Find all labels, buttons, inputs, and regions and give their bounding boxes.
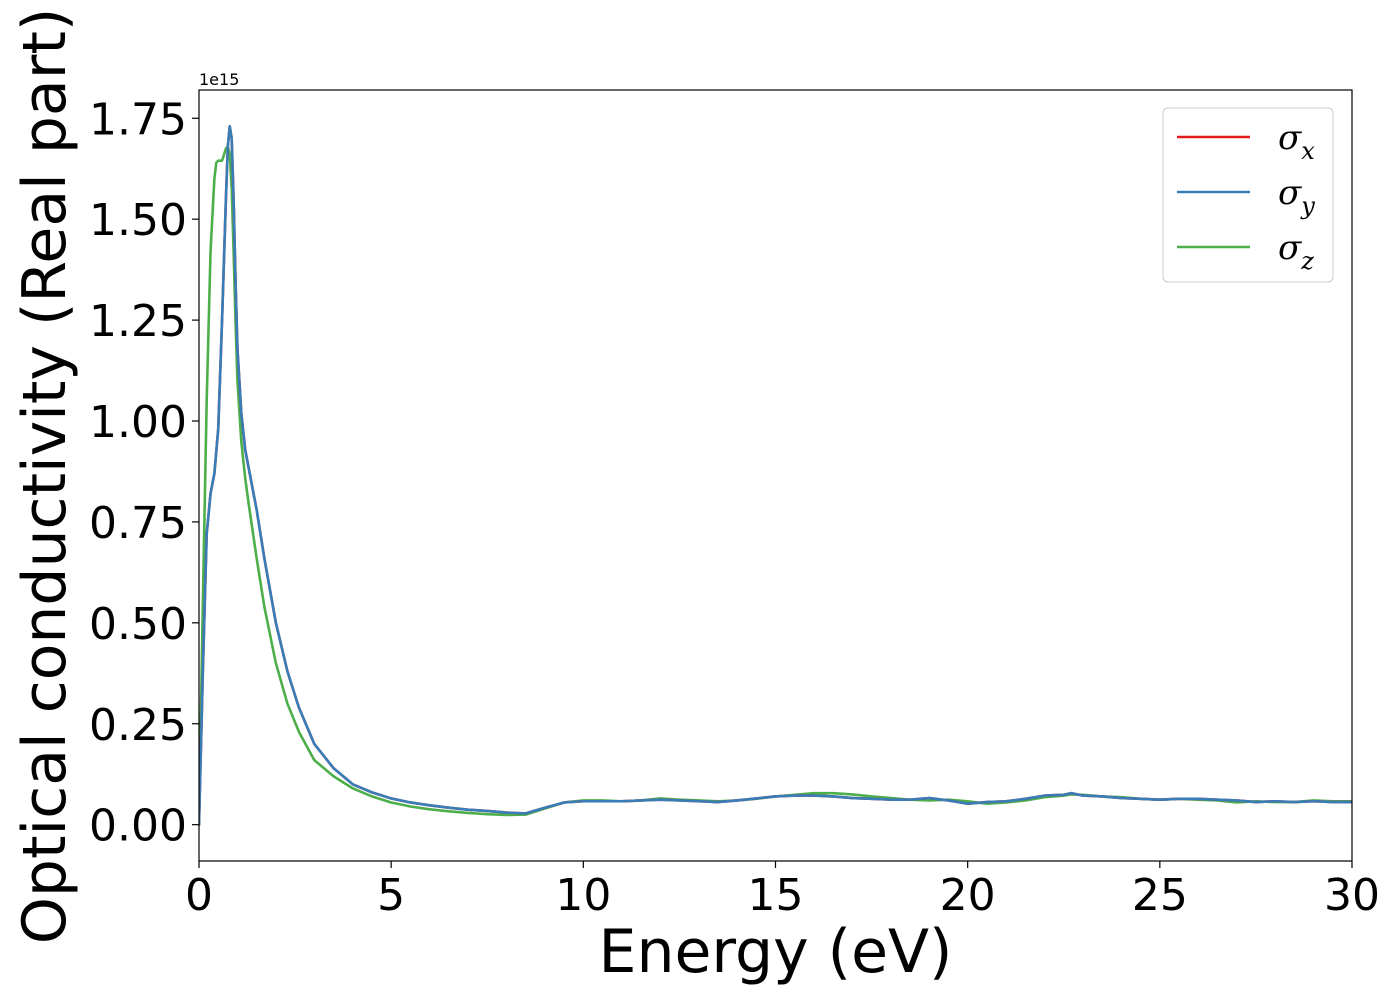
y-offset-label: 1e15 xyxy=(199,70,239,89)
legend-label-x: σx xyxy=(1278,118,1315,165)
x-tick-label: 15 xyxy=(748,870,804,921)
y-tick-label: 0.75 xyxy=(89,498,187,549)
y-tick-label: 0.25 xyxy=(89,700,187,751)
y-tick-label: 1.50 xyxy=(89,195,187,246)
y-tick-label: 1.75 xyxy=(89,94,187,145)
x-tick-label: 30 xyxy=(1324,870,1380,921)
x-tick-label: 10 xyxy=(555,870,611,921)
y-axis: 0.00 0.25 0.50 0.75 1.00 1.25 1.50 1.75 xyxy=(89,94,199,852)
x-tick-label: 5 xyxy=(377,870,405,921)
legend-box xyxy=(1162,107,1334,283)
y-tick-label: 1.25 xyxy=(89,296,187,347)
y-axis-title: Optical conductivity (Real part) xyxy=(10,8,80,945)
series-lines xyxy=(199,125,1352,826)
x-tick-label: 0 xyxy=(185,870,213,921)
y-tick-label: 1.00 xyxy=(89,397,187,448)
legend-label-y: σy xyxy=(1278,173,1315,220)
y-tick-label: 0.50 xyxy=(89,599,187,650)
x-tick-label: 25 xyxy=(1132,870,1188,921)
y-tick-label: 0.00 xyxy=(89,801,187,852)
x-axis: 0 5 10 15 20 25 30 xyxy=(185,861,1380,921)
x-tick-label: 20 xyxy=(940,870,996,921)
legend-label-z: σz xyxy=(1278,228,1314,275)
series-line-y xyxy=(199,125,1352,826)
x-axis-title: Energy (eV) xyxy=(599,917,953,987)
legend: σx σy σz xyxy=(1162,107,1334,283)
